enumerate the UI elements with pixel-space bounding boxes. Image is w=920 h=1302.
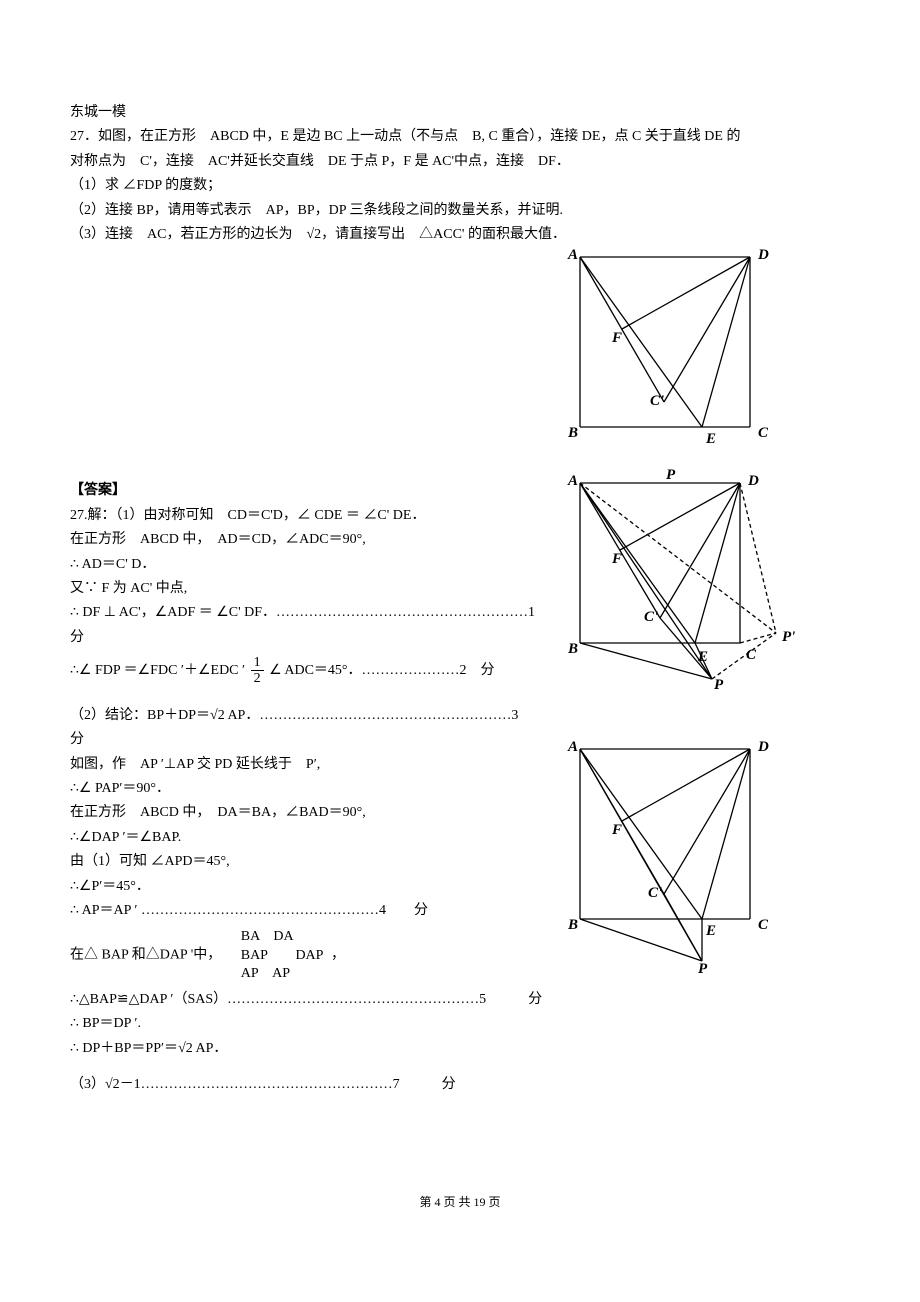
sub3-a: （3）连接 AC，若正方形的边长为 [70, 227, 306, 242]
l18a: （3） [70, 1077, 105, 1092]
sol-l09: 在正方形 ABCD 中， DA＝BA，∠BAD＝90°, [70, 802, 610, 824]
svg-text:C: C [746, 647, 757, 663]
triad-end: ， [331, 948, 345, 963]
svg-text:A: A [567, 473, 578, 489]
svg-text:P: P [666, 467, 676, 483]
sol-l01: 在正方形 ABCD 中， AD＝CD，∠ADC＝90°, [70, 529, 610, 551]
svg-text:D: D [747, 473, 759, 489]
answer-column: 【答案】 27.解：（1）由对称可知 CD＝C'D，∠ CDE ＝ ∠C' DE… [70, 480, 610, 1096]
svg-text:C': C' [648, 885, 662, 901]
l17b: AP． [193, 1041, 228, 1056]
sqrt2-icon: √2 [210, 705, 225, 727]
triad-1: BA DA [241, 929, 294, 944]
l06a: （2）结论：BP＋DP＝ [70, 708, 210, 723]
frac-den: 2 [251, 671, 264, 686]
sol-l06: （2）结论：BP＋DP＝√2 AP．………………………………………………3 [70, 705, 610, 727]
sol-l07: 如图，作 AP ′⊥AP 交 PD 延长线于 P′, [70, 754, 610, 776]
sol-l11: 由（1）可知 ∠APD＝45°, [70, 851, 610, 873]
problem-line-2: 对称点为 C'，连接 AC'并延长交直线 DE 于点 P，F 是 AC'中点，连… [70, 151, 850, 173]
triad-2: BAP DAP [241, 948, 324, 963]
l17a: ∴ DP＋BP＝PP′＝ [70, 1041, 178, 1056]
sol-l13: ∴ AP＝AP ′ ……………………………………………4 分 [70, 900, 610, 922]
spacer [70, 693, 610, 703]
sol-l15: ∴△BAP≌△DAP ′（SAS）………………………………………………5 分 [70, 989, 610, 1011]
problem-number: 27． [70, 129, 98, 144]
sol-l12: ∴∠P′＝45°． [70, 876, 610, 898]
page: 东城一模 27．如图，在正方形 ABCD 中，E 是边 BC 上一动点（不与点 … [0, 0, 920, 1302]
sol-l10: ∴∠DAP ′＝∠BAP. [70, 827, 610, 849]
fraction-half: 1 2 [251, 655, 264, 687]
svg-text:A: A [567, 247, 578, 263]
svg-text:E: E [705, 431, 716, 447]
problem-line-1: 27．如图，在正方形 ABCD 中，E 是边 BC 上一动点（不与点 B, C … [70, 126, 850, 148]
figure-1: A D B C F C' E [550, 237, 790, 457]
svg-text:D: D [757, 739, 769, 755]
svg-text:B: B [567, 425, 578, 441]
sub-2: （2）连接 BP，请用等式表示 AP，BP，DP 三条线段之间的数量关系，并证明… [70, 200, 850, 222]
svg-text:P: P [698, 961, 708, 977]
sqrt2-icon: √2 [105, 1074, 120, 1096]
sub-1: （1）求 ∠FDP 的度数； [70, 175, 850, 197]
svg-text:C': C' [644, 609, 658, 625]
svg-text:P: P [714, 677, 724, 693]
svg-text:F: F [611, 551, 622, 567]
svg-text:E: E [697, 649, 708, 665]
sol-l06c: 分 [70, 729, 610, 751]
svg-text:B: B [567, 917, 578, 933]
sol-l04: ∴ DF ⊥ AC'，∠ADF ＝ ∠C' DF．………………………………………… [70, 602, 610, 624]
l14a: 在△ BAP 和△DAP '中， [70, 948, 221, 963]
frac-num: 1 [251, 655, 264, 671]
page-footer: 第 4 页 共 19 页 [0, 1193, 920, 1212]
sol-l08: ∴∠ PAP′＝90°． [70, 778, 610, 800]
svg-text:F: F [611, 330, 622, 346]
sol-l05: ∴∠ FDP ＝∠FDC ′＋∠EDC ′ 1 2 ∠ ADC＝45°．…………… [70, 655, 610, 687]
figure-2: ADBCFC'EPP'P [550, 463, 850, 723]
congruence-conditions: BA DA BAP DAP AP AP [241, 928, 324, 983]
sol-l02: ∴ AD＝C' D． [70, 554, 610, 576]
sol-head: 27.解：（1）由对称可知 CD＝C'D，∠ CDE ＝ ∠C' DE． [70, 505, 610, 527]
problem-text-1: 如图，在正方形 ABCD 中，E 是边 BC 上一动点（不与点 B, C 重合）… [98, 129, 740, 144]
svg-text:D: D [757, 247, 769, 263]
svg-text:C': C' [650, 393, 664, 409]
svg-text:C: C [758, 425, 769, 441]
sqrt2-icon: √2 [178, 1038, 193, 1060]
sol-l03: 又∵ F 为 AC' 中点, [70, 578, 610, 600]
spacer [70, 1062, 610, 1072]
sol-l04b: 分 [70, 627, 610, 649]
l18b: －1………………………………………………7 分 [120, 1077, 456, 1092]
figure-stack: ADBCFC'E ADBCFC'EPP'P ADBCFC'EP [550, 237, 850, 985]
svg-text:F: F [611, 822, 622, 838]
sqrt2-icon: √2 [306, 224, 321, 246]
svg-text:E: E [705, 923, 716, 939]
sol-l18: （3）√2－1………………………………………………7 分 [70, 1074, 610, 1096]
sol-l14: 在△ BAP 和△DAP '中， BA DA BAP DAP AP AP ， [70, 928, 610, 983]
content-area: 东城一模 27．如图，在正方形 ABCD 中，E 是边 BC 上一动点（不与点 … [70, 102, 850, 1097]
svg-text:A: A [567, 739, 578, 755]
sol-l16: ∴ BP＝DP ′. [70, 1013, 610, 1035]
l05a: ∴∠ FDP ＝∠FDC ′＋∠EDC ′ [70, 663, 245, 678]
svg-text:P': P' [782, 629, 795, 645]
figure-3: A D B C F C' E P [550, 729, 790, 979]
l05b: ∠ ADC＝45°．…………………2 分 [269, 663, 494, 678]
svg-text:B: B [567, 641, 578, 657]
svg-text:C: C [758, 917, 769, 933]
l06b: AP．………………………………………………3 [225, 708, 519, 723]
sol-l17: ∴ DP＋BP＝PP′＝√2 AP． [70, 1038, 610, 1060]
answer-heading: 【答案】 [70, 480, 610, 502]
triad-3: AP AP [241, 966, 290, 981]
sub3-b: ，请直接写出 △ACC' 的面积最大值． [321, 227, 566, 242]
district-line: 东城一模 [70, 102, 850, 124]
